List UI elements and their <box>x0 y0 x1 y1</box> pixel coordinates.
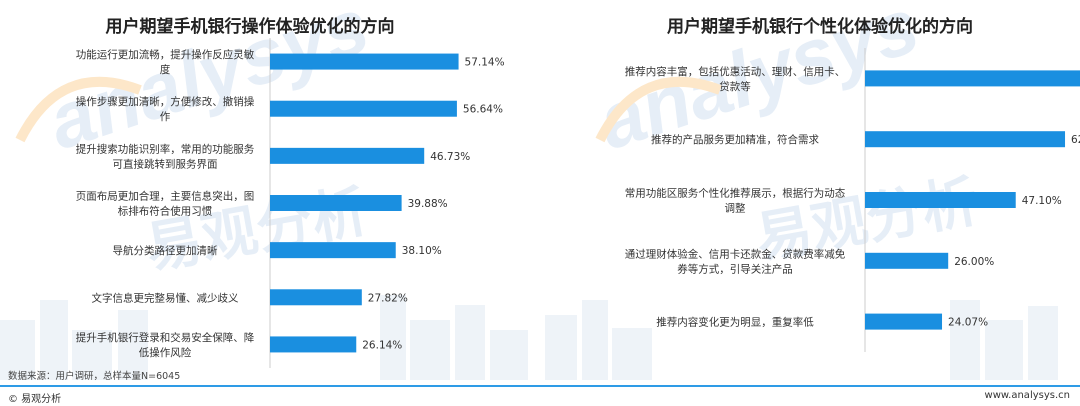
data-source-note: 数据来源：用户调研，总样本量N=6045 <box>8 371 181 382</box>
left-value-label-0: 57.14% <box>465 57 505 69</box>
left-bar-5 <box>270 289 362 306</box>
left-category-label-1: 操作步骤更加清晰，方便修改、撤销操作 <box>76 95 255 123</box>
right-value-label-1: 62.51% <box>1071 134 1080 146</box>
right-category-label-2: 常用功能区服务个性化推荐展示，根据行为动态调整 <box>625 187 846 215</box>
right-bar-3 <box>865 252 949 269</box>
left-bar-2 <box>270 147 425 164</box>
right-category-label-4: 推荐内容变化更为明显，重复率低 <box>656 316 814 329</box>
right-bar-2 <box>865 192 1016 208</box>
left-category-label-0: 功能运行更加流畅，提升操作反应灵敏度 <box>76 48 255 76</box>
right-bar-0 <box>865 70 1080 87</box>
site-url: www.analysys.cn <box>984 390 1070 401</box>
right-bar-4 <box>865 313 943 330</box>
left-value-label-1: 56.64% <box>463 104 503 116</box>
left-bar-6 <box>270 336 357 353</box>
left-category-label-3: 页面布局更加合理，主要信息突出，图标排布符合使用习惯 <box>76 190 255 218</box>
left-category-label-6: 提升手机银行登录和交易安全保障、降低操作风险 <box>76 331 255 359</box>
left-value-label-6: 26.14% <box>362 339 402 351</box>
left-bar-3 <box>270 195 402 211</box>
left-bar-1 <box>270 100 457 117</box>
right-bar-chart: 67.54%推荐内容丰富，包括优惠活动、理财、信用卡、贷款等62.51%推荐的产… <box>625 48 1080 352</box>
left-category-label-2: 提升搜索功能识别率，常用的功能服务可直接跳转到服务界面 <box>76 142 255 170</box>
left-bar-chart: 57.14% 功能运行更加流畅，提升操作反应灵敏度 56.64% 操作步骤更加清晰，方… <box>76 38 505 368</box>
brand-logo: © 易观分析 <box>8 394 62 405</box>
left-bar-4 <box>270 242 396 259</box>
right-value-label-4: 24.07% <box>948 317 988 329</box>
right-chart-title: 用户期望手机银行个性化体验优化的方向 <box>667 17 973 37</box>
left-value-label-5: 27.82% <box>368 292 408 304</box>
left-bar-0 <box>270 53 459 70</box>
right-category-label-3: 通过理财体验金、信用卡还款金、贷款费率减免券等方式，引导关注产品 <box>625 247 846 275</box>
left-value-label-3: 39.88% <box>408 198 448 210</box>
left-value-label-2: 46.73% <box>430 151 470 163</box>
left-chart-title: 用户期望手机银行操作体验优化的方向 <box>105 17 395 37</box>
left-category-label-5: 文字信息更完整易懂、减少歧义 <box>92 291 239 304</box>
right-value-label-3: 26.00% <box>954 256 994 268</box>
right-category-label-0: 推荐内容丰富，包括优惠活动、理财、信用卡、贷款等 <box>625 65 846 93</box>
left-value-label-4: 38.10% <box>402 245 442 257</box>
right-value-label-2: 47.10% <box>1022 195 1062 207</box>
footer-divider <box>0 385 1080 387</box>
right-category-label-1: 推荐的产品服务更加精准，符合需求 <box>651 133 819 146</box>
right-bar-1 <box>865 131 1066 148</box>
left-category-label-4: 导航分类路径更加清晰 <box>113 244 218 257</box>
